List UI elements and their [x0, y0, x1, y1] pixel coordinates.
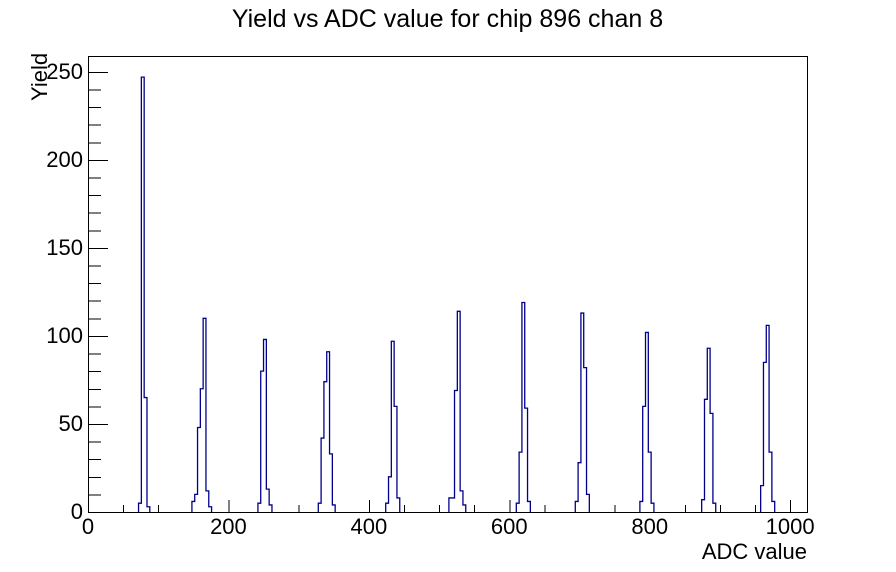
plot-frame	[88, 56, 808, 513]
histogram-spike	[257, 338, 273, 512]
histogram-spike	[191, 317, 213, 512]
x-tick-label-400: 400	[350, 514, 388, 539]
histogram-spike	[574, 312, 590, 512]
x-tick-label-600: 600	[490, 514, 528, 539]
x-tick-label-1000: 1000	[765, 514, 815, 539]
y-tick-label-100: 100	[46, 322, 83, 348]
x-tick-label-0: 0	[81, 514, 95, 539]
histogram-spike	[448, 310, 467, 512]
y-tick-label-50: 50	[58, 410, 83, 436]
histogram-spike	[701, 347, 717, 512]
histogram-spike	[639, 331, 655, 512]
x-tick-label-800: 800	[631, 514, 669, 539]
histogram-spike	[515, 301, 531, 512]
plot-title: Yield vs ADC value for chip 896 chan 8	[231, 5, 664, 33]
y-tick-label-0: 0	[70, 499, 83, 524]
y-tick-label-200: 200	[46, 146, 83, 172]
x-tick-label-200: 200	[210, 514, 247, 539]
y-tick-label-250: 250	[46, 58, 83, 84]
histogram-spike	[760, 324, 776, 512]
histogram-spike	[137, 76, 151, 512]
histogram-spike	[385, 340, 401, 512]
histogram-spike	[317, 351, 336, 512]
x-axis-title: ADC value	[701, 539, 807, 564]
y-tick-label-150: 150	[46, 234, 83, 260]
